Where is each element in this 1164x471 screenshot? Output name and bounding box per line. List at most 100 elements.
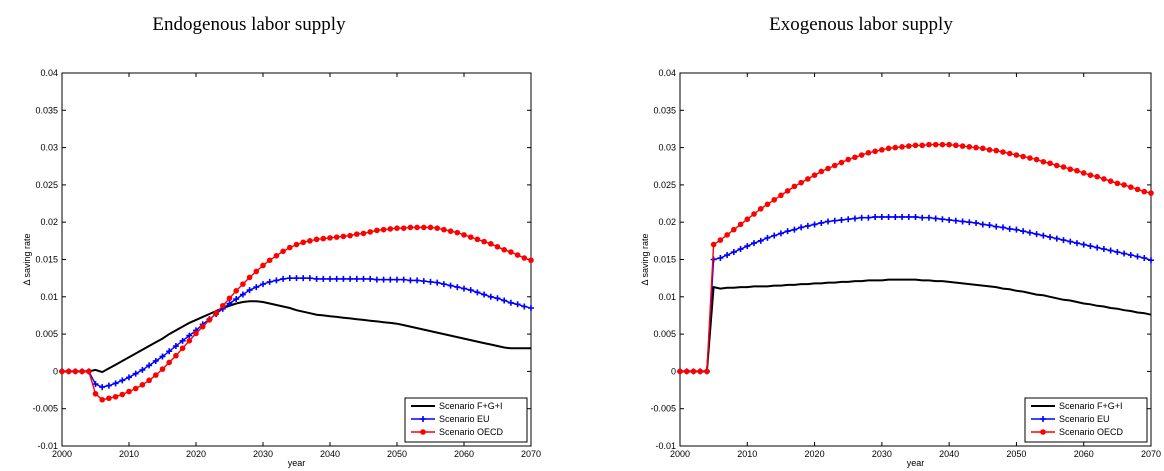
data-point-scenario-oecd [347, 232, 353, 239]
data-point-scenario-eu [467, 287, 474, 294]
data-point-scenario-oecd [973, 144, 979, 151]
data-point-scenario-oecd [784, 188, 791, 194]
data-point-scenario-eu [233, 296, 240, 303]
data-point-scenario-eu [932, 215, 939, 222]
data-point-scenario-eu [878, 213, 885, 220]
data-point-scenario-eu [831, 217, 838, 224]
series-line-scenario-f-g-i [62, 300, 531, 374]
chart-panel-exogenous: Exogenous labor supply -0.01 -0.005 0 0.005… [582, 0, 1164, 471]
data-point-scenario-oecd [199, 323, 206, 330]
data-point-scenario-oecd [400, 225, 407, 231]
data-point-scenario-oecd [407, 224, 414, 231]
data-point-scenario-oecd [825, 165, 831, 172]
data-point-scenario-eu [986, 222, 993, 229]
legend-label: Scenario OECD [439, 427, 504, 437]
data-point-scenario-oecd [367, 229, 374, 235]
data-point-scenario-eu [487, 293, 494, 300]
data-point-scenario-oecd [791, 183, 798, 190]
y-tick-label: 0.035 [35, 105, 58, 115]
data-point-scenario-oecd [327, 235, 333, 241]
data-point-scenario-eu [905, 213, 912, 220]
y-tick-label: 0.025 [35, 180, 58, 190]
data-point-scenario-oecd [751, 211, 757, 217]
data-point-scenario-oecd [119, 391, 126, 398]
data-point-scenario-eu [993, 223, 1000, 230]
x-tick-label: 2000 [670, 449, 690, 459]
data-point-scenario-eu [105, 382, 112, 389]
data-point-scenario-eu [872, 213, 879, 220]
y-tick-label: 0.01 [40, 292, 58, 302]
data-point-scenario-oecd [805, 176, 811, 182]
data-point-scenario-eu [1013, 226, 1020, 233]
data-point-scenario-eu [946, 216, 953, 223]
data-point-scenario-eu [126, 374, 132, 381]
data-point-scenario-oecd [132, 385, 139, 392]
data-point-scenario-oecd [333, 234, 340, 240]
data-point-scenario-oecd [193, 330, 199, 337]
data-point-scenario-oecd [360, 230, 367, 237]
data-point-scenario-oecd [146, 377, 152, 384]
data-point-scenario-eu [804, 222, 811, 229]
y-axis-label: Δ saving rate [640, 233, 650, 285]
data-point-scenario-eu [1148, 257, 1154, 264]
y-tick-label: 0 [671, 366, 676, 376]
data-point-scenario-eu [521, 303, 528, 310]
data-point-scenario-eu [1047, 234, 1054, 241]
data-point-scenario-eu [507, 299, 514, 306]
data-point-scenario-oecd [912, 142, 919, 149]
y-tick-label: -0.005 [32, 404, 58, 414]
data-point-scenario-oecd [757, 205, 764, 212]
data-point-scenario-eu [1127, 252, 1134, 259]
data-point-scenario-eu [791, 226, 798, 233]
data-point-scenario-eu [973, 219, 980, 226]
y-tick-label: 0.04 [658, 68, 676, 78]
data-point-scenario-oecd [59, 368, 65, 375]
data-point-scenario-oecd [899, 144, 905, 150]
data-point-scenario-eu [132, 370, 139, 377]
x-tick-label: 2030 [872, 449, 892, 459]
data-point-scenario-oecd [953, 142, 959, 149]
y-tick-label: 0.005 [35, 329, 58, 339]
data-point-scenario-eu [481, 291, 488, 298]
data-point-scenario-eu [1040, 232, 1047, 239]
y-tick-label: 0.03 [658, 143, 676, 153]
data-point-scenario-eu [273, 277, 280, 284]
data-point-scenario-oecd [690, 368, 697, 375]
data-point-scenario-eu [327, 275, 333, 282]
y-tick-label: 0.025 [653, 180, 676, 190]
data-point-scenario-eu [899, 213, 906, 220]
legend-label: Scenario EU [1059, 414, 1110, 424]
data-point-scenario-eu [501, 297, 508, 304]
chart-title: Endogenous labor supply [152, 14, 346, 35]
data-point-scenario-oecd [865, 150, 872, 156]
data-point-scenario-eu [1107, 247, 1114, 254]
x-tick-label: 2040 [939, 449, 959, 459]
data-point-scenario-oecd [206, 317, 213, 323]
chart-title: Exogenous labor supply [769, 14, 953, 35]
data-point-scenario-oecd [99, 396, 105, 403]
data-point-scenario-eu [751, 240, 758, 247]
data-point-scenario-eu [293, 275, 300, 282]
data-point-scenario-oecd [1054, 162, 1060, 169]
data-point-scenario-oecd [394, 225, 400, 231]
x-tick-label: 2000 [52, 449, 72, 459]
data-point-scenario-eu [246, 287, 253, 294]
data-point-scenario-oecd [434, 225, 441, 231]
data-point-scenario-eu [798, 224, 805, 231]
data-point-scenario-oecd [1047, 160, 1053, 167]
data-point-scenario-oecd [287, 244, 293, 251]
data-point-scenario-oecd [226, 295, 233, 302]
data-point-scenario-oecd [387, 226, 394, 232]
data-point-scenario-eu [1020, 228, 1027, 235]
data-point-scenario-oecd [414, 224, 420, 231]
data-point-scenario-eu [1033, 231, 1040, 238]
data-point-scenario-oecd [273, 252, 280, 259]
data-point-scenario-oecd [744, 216, 751, 223]
data-point-scenario-oecd [253, 268, 260, 275]
data-point-scenario-oecd [1087, 172, 1094, 179]
x-axis-label: year [288, 458, 306, 468]
legend-label: Scenario F+G+I [439, 401, 503, 411]
data-point-scenario-eu [811, 221, 818, 228]
data-point-scenario-eu [461, 285, 467, 292]
data-point-scenario-oecd [704, 368, 710, 375]
